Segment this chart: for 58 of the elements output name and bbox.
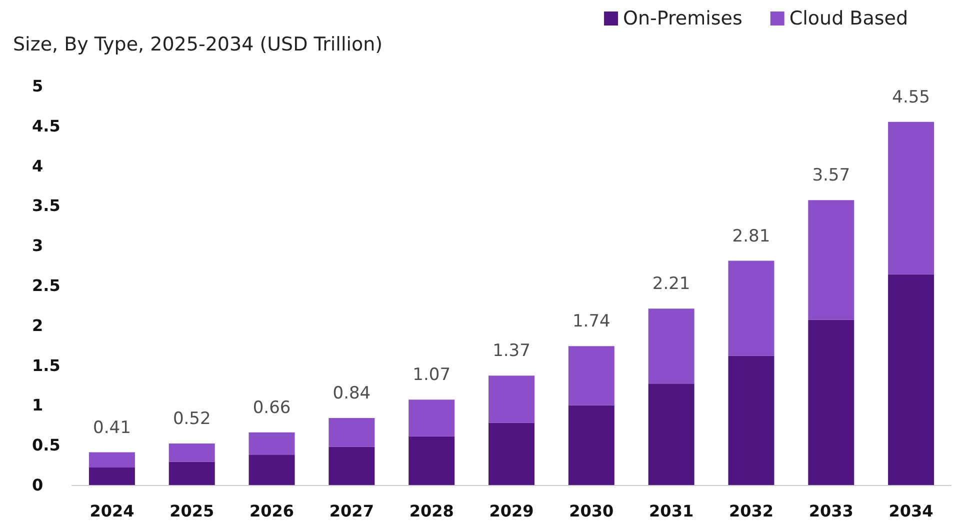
x-tick-label: 2028 (409, 502, 454, 520)
bar (648, 384, 694, 485)
legend-label: Cloud Based (789, 8, 908, 30)
bar (648, 308, 694, 384)
x-tick-label: 2024 (90, 502, 134, 520)
y-tick-label: 4 (32, 156, 44, 176)
bar (88, 467, 135, 485)
y-tick-label: 3.5 (32, 196, 60, 216)
total-label: 3.57 (812, 166, 850, 186)
y-tick-label: 5 (32, 76, 44, 96)
total-label: 2.81 (732, 226, 770, 246)
bar (328, 418, 375, 447)
y-tick-label: 1.5 (32, 356, 60, 375)
bar (248, 432, 295, 455)
total-label: 0.84 (332, 383, 371, 404)
bar (888, 274, 934, 485)
x-tick-label: 2029 (489, 502, 534, 520)
y-tick-label: 1 (32, 396, 44, 415)
y-tick-label: 3 (32, 236, 44, 256)
x-tick-label: 2025 (170, 502, 214, 520)
legend-label: On-Premises (623, 8, 742, 30)
total-label: 1.07 (412, 365, 451, 386)
x-tick-label: 2026 (250, 502, 294, 520)
bar (888, 122, 934, 274)
x-tick-label: 2027 (329, 502, 374, 520)
bar (168, 462, 215, 485)
y-tick-label: 0.5 (32, 436, 60, 455)
total-label: 1.37 (492, 341, 530, 362)
total-label: 2.21 (652, 274, 690, 294)
x-tick-label: 2031 (649, 502, 694, 520)
bar (568, 346, 614, 406)
total-label: 4.55 (892, 87, 930, 108)
x-tick-label: 2032 (728, 502, 774, 520)
bar (728, 260, 774, 356)
y-tick-label: 2 (32, 316, 44, 335)
bar (168, 444, 215, 462)
bar (248, 454, 295, 485)
chart-title: Size, By Type, 2025-2034 (USD Trillion) (13, 34, 383, 56)
total-label: 0.52 (172, 409, 211, 430)
y-tick-label: 4.5 (32, 116, 60, 136)
x-tick-label: 2030 (569, 502, 614, 520)
x-tick-label: 2033 (808, 502, 854, 520)
bar (808, 320, 854, 485)
bar (488, 376, 534, 423)
bar (408, 400, 455, 436)
bar (728, 356, 774, 485)
bar (408, 436, 455, 485)
bar (328, 446, 375, 485)
bar (808, 200, 854, 320)
total-label: 1.74 (572, 312, 610, 332)
total-label: 0.41 (93, 418, 131, 438)
bar (568, 405, 614, 485)
total-label: 0.66 (252, 398, 291, 418)
y-tick-label: 2.5 (32, 276, 60, 295)
y-tick-label: 0 (32, 476, 44, 494)
bar (488, 422, 534, 485)
bar (88, 452, 135, 468)
x-tick-label: 2034 (888, 502, 934, 520)
